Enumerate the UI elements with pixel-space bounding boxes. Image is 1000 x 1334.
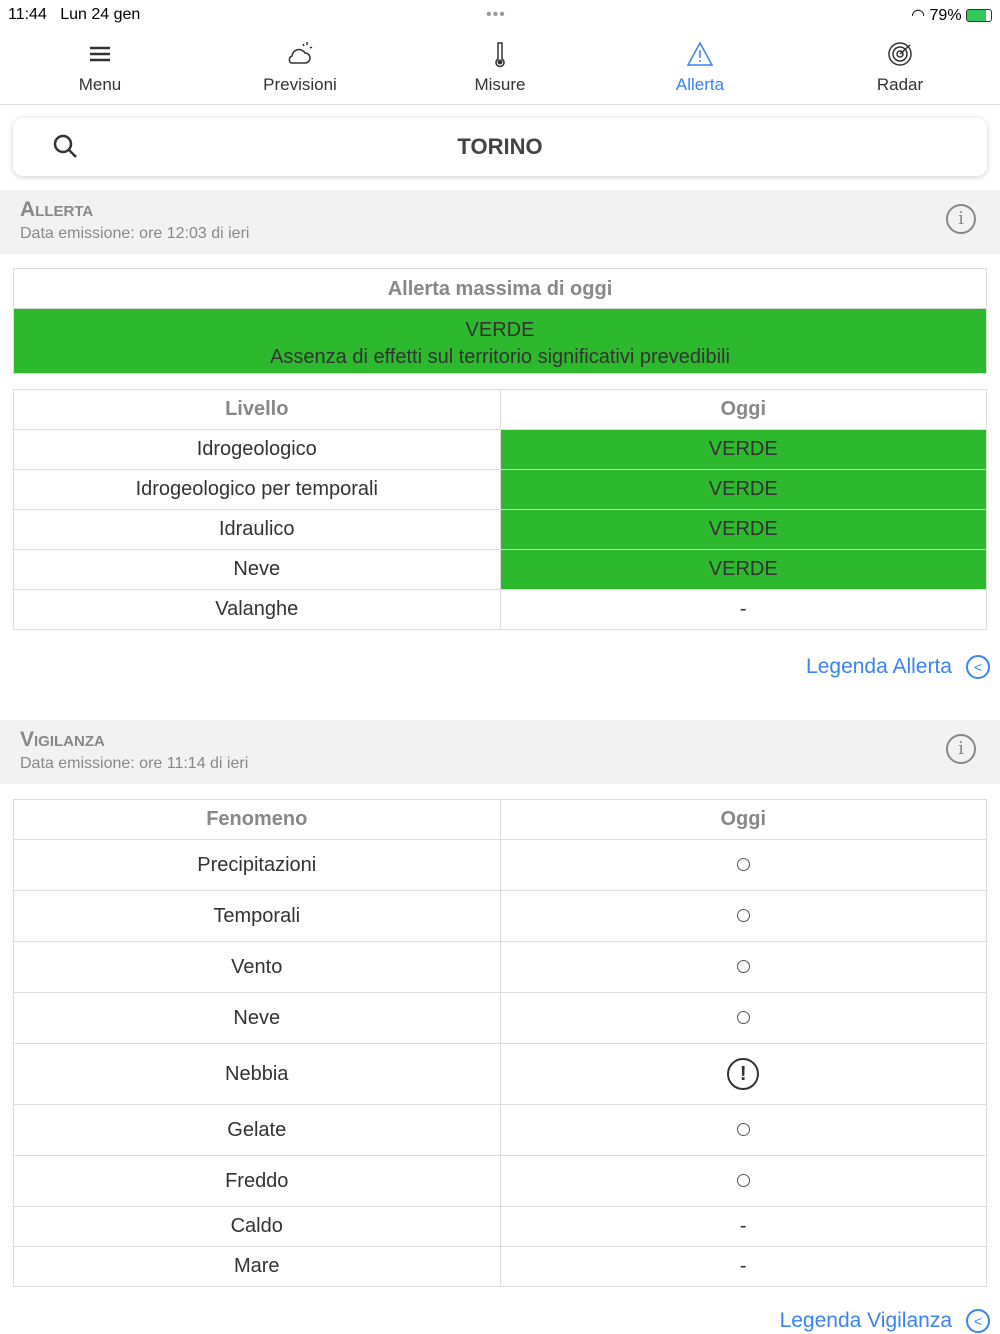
nav-misure[interactable]: Misure — [400, 30, 600, 104]
nav-label: Allerta — [675, 75, 725, 94]
table-row: Freddo — [13, 1155, 987, 1207]
phenomenon-name: Vento — [13, 941, 501, 993]
table-row: Gelate — [13, 1104, 987, 1156]
col-header: Oggi — [499, 389, 987, 430]
phenomenon-name: Neve — [13, 992, 501, 1044]
info-icon[interactable]: i — [946, 734, 976, 764]
chevron-left-icon: < — [966, 655, 990, 679]
table-row: Mare - — [13, 1246, 987, 1287]
vigilanza-title: Vigilanza — [20, 728, 105, 751]
legenda-vigilanza-label: Legenda Vigilanza — [779, 1309, 952, 1332]
status-time: 11:44 — [8, 6, 47, 23]
menu-icon — [90, 46, 110, 62]
phenomenon-name: Freddo — [13, 1155, 501, 1207]
warning-icon — [686, 41, 714, 66]
table-row: Idrogeologico VERDE — [13, 429, 987, 470]
multitasking-dots-icon[interactable]: ••• — [486, 6, 506, 23]
status-bar: 11:44 Lun 24 gen ••• ◠ 79% — [0, 0, 1000, 30]
allerta-header: Allerta Data emissione: ore 12:03 di ier… — [0, 190, 1000, 254]
level-name: Idrogeologico — [13, 429, 501, 470]
nav-label: Previsioni — [263, 75, 337, 94]
nav-menu[interactable]: Menu — [0, 30, 200, 104]
legenda-allerta-link[interactable]: Legenda Allerta < — [806, 655, 990, 679]
table-row: Neve VERDE — [13, 549, 987, 590]
nav-label: Radar — [876, 75, 924, 94]
table-row: Nebbia! — [13, 1043, 987, 1105]
table-row: Temporali — [13, 890, 987, 942]
table-row: Idraulico VERDE — [13, 509, 987, 550]
level-value: VERDE — [499, 429, 987, 470]
table-row: Vento — [13, 941, 987, 993]
max-alert-level-text: VERDE — [465, 319, 535, 341]
phenomenon-value: - — [499, 1246, 987, 1287]
allerta-table: Livello Oggi Idrogeologico VERDE Idrogeolog… — [13, 389, 987, 630]
level-value: VERDE — [499, 509, 987, 550]
level-name: Valanghe — [13, 589, 501, 630]
level-name: Idraulico — [13, 509, 501, 550]
phenomenon-name: Temporali — [13, 890, 501, 942]
table-row: Precipitazioni — [13, 839, 987, 891]
table-row: Caldo - — [13, 1206, 987, 1247]
search-icon[interactable] — [53, 134, 79, 160]
vigilanza-table: Fenomeno Oggi Precipitazioni Temporali Vent… — [13, 799, 987, 1287]
level-value: - — [499, 589, 987, 630]
chevron-left-icon: < — [966, 1309, 990, 1333]
phenomenon-name: Caldo — [13, 1206, 501, 1247]
level-value: VERDE — [499, 549, 987, 590]
phenomenon-name: Gelate — [13, 1104, 501, 1156]
circle-icon — [736, 1173, 750, 1187]
info-icon[interactable]: i — [946, 204, 976, 234]
max-alert-box: Allerta massima di oggi VERDE Assenza di … — [13, 268, 987, 374]
max-alert-description: Assenza di effetti sul territorio signif… — [270, 346, 730, 368]
top-nav: Menu Previsioni Misure Allerta Radar — [0, 30, 1000, 105]
city-search[interactable]: TORINO — [13, 118, 987, 176]
battery-icon — [966, 9, 992, 23]
vigilanza-issue-date: Data emissione: ore 11:14 di ieri — [20, 755, 249, 772]
nav-label: Misure — [474, 75, 526, 94]
table-row: Idrogeologico per temporali VERDE — [13, 469, 987, 510]
nav-label: Menu — [78, 75, 122, 94]
level-value: VERDE — [499, 469, 987, 510]
allerta-issue-date: Data emissione: ore 12:03 di ieri — [20, 225, 250, 242]
phenomenon-name: Precipitazioni — [13, 839, 501, 891]
phenomenon-value: - — [499, 1206, 987, 1247]
level-name: Neve — [13, 549, 501, 590]
nav-radar[interactable]: Radar — [800, 30, 1000, 104]
circle-icon — [736, 857, 750, 871]
col-header: Oggi — [499, 799, 987, 840]
max-alert-title: Allerta massima di oggi — [14, 269, 986, 309]
phenomenon-name: Mare — [13, 1246, 501, 1287]
col-header: Livello — [13, 389, 501, 430]
radar-icon — [888, 42, 912, 66]
nav-allerta[interactable]: Allerta — [600, 30, 800, 104]
col-header: Fenomeno — [13, 799, 501, 840]
level-name: Idrogeologico per temporali — [13, 469, 501, 510]
legenda-allerta-label: Legenda Allerta — [806, 655, 952, 678]
city-name: TORINO — [457, 134, 543, 159]
circle-icon — [736, 1122, 750, 1136]
table-row: Neve — [13, 992, 987, 1044]
wifi-icon: ◠ — [911, 7, 926, 24]
circle-icon — [736, 959, 750, 973]
nav-previsioni[interactable]: Previsioni — [200, 30, 400, 104]
max-alert-level: VERDE Assenza di effetti sul territorio s… — [14, 309, 986, 373]
thermometer-icon — [495, 42, 505, 68]
cloud-sun-icon — [288, 42, 313, 64]
phenomenon-name: Nebbia — [13, 1043, 501, 1105]
vigilanza-header: Vigilanza Data emissione: ore 11:14 di i… — [0, 720, 1000, 784]
legenda-vigilanza-link[interactable]: Legenda Vigilanza < — [780, 1309, 990, 1333]
exclamation-icon: ! — [727, 1058, 760, 1090]
battery-level: 79% — [929, 7, 962, 24]
table-row: Valanghe - — [13, 589, 987, 630]
circle-icon — [736, 1010, 750, 1024]
circle-icon — [736, 908, 750, 922]
status-date: Lun 24 gen — [60, 6, 141, 23]
allerta-title: Allerta — [20, 198, 94, 221]
